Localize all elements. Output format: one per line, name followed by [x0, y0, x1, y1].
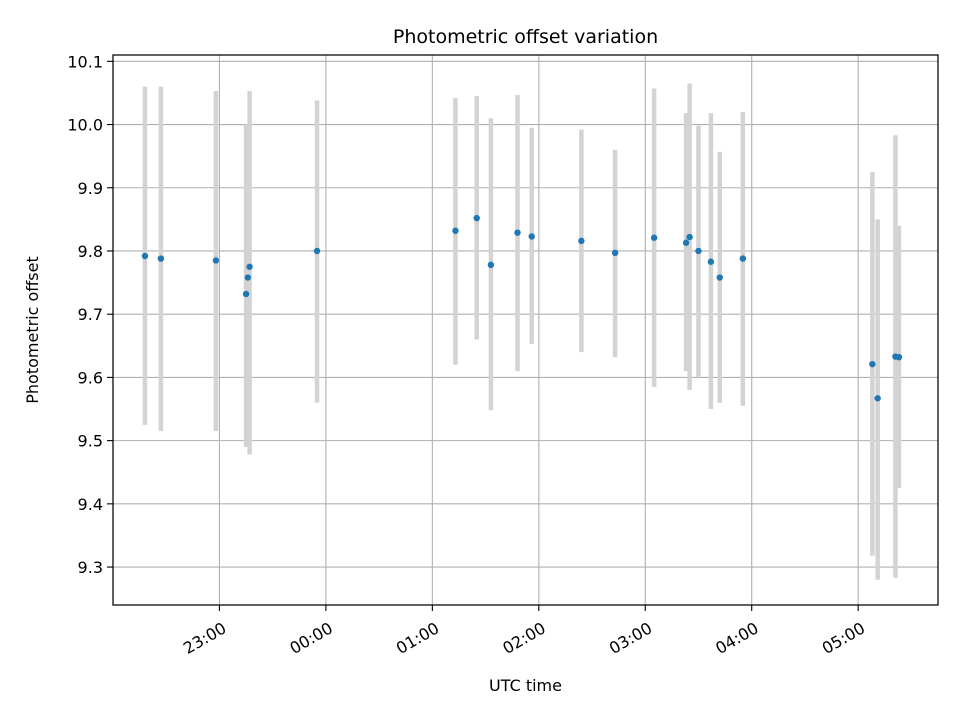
data-point — [313, 247, 321, 255]
chart-title: Photometric offset variation — [393, 26, 658, 48]
data-point — [157, 255, 165, 262]
y-tick-label: 10.0 — [67, 116, 103, 135]
y-tick-label: 10.1 — [67, 52, 103, 71]
data-point — [695, 247, 702, 255]
data-point — [242, 290, 250, 298]
data-point — [895, 353, 903, 361]
data-point — [611, 249, 619, 257]
data-point — [682, 239, 690, 246]
data-point — [874, 395, 881, 402]
y-axis-label: Photometric offset — [23, 256, 42, 404]
data-point — [739, 255, 747, 262]
data-point — [473, 214, 480, 222]
grid — [113, 55, 938, 605]
data-point — [707, 258, 715, 265]
y-tick-label: 9.3 — [78, 558, 103, 577]
data-point — [141, 252, 149, 260]
y-tick-label: 9.5 — [78, 432, 103, 451]
data-point — [244, 274, 252, 281]
y-tick-label: 9.8 — [78, 242, 103, 261]
data-point — [528, 233, 535, 240]
data-point — [212, 257, 220, 264]
data-points — [141, 214, 903, 402]
data-point — [452, 227, 459, 234]
data-point — [869, 360, 876, 368]
data-point — [650, 234, 658, 241]
x-axis-label: UTC time — [489, 676, 562, 695]
data-point — [246, 263, 253, 270]
y-tick-label: 9.6 — [78, 368, 103, 387]
y-tick-label: 9.7 — [78, 305, 103, 324]
data-point — [686, 233, 693, 241]
data-point — [578, 237, 585, 245]
data-point — [514, 229, 521, 236]
y-tick-label: 9.9 — [78, 179, 103, 198]
data-point — [487, 261, 495, 269]
plot-frame — [112, 54, 939, 606]
data-point — [716, 274, 723, 281]
y-tick-label: 9.4 — [78, 495, 103, 514]
y-axis: 9.3 9.4 9.5 9.6 9.7 9.8 9.9 10.0 10.1 — [67, 52, 113, 577]
